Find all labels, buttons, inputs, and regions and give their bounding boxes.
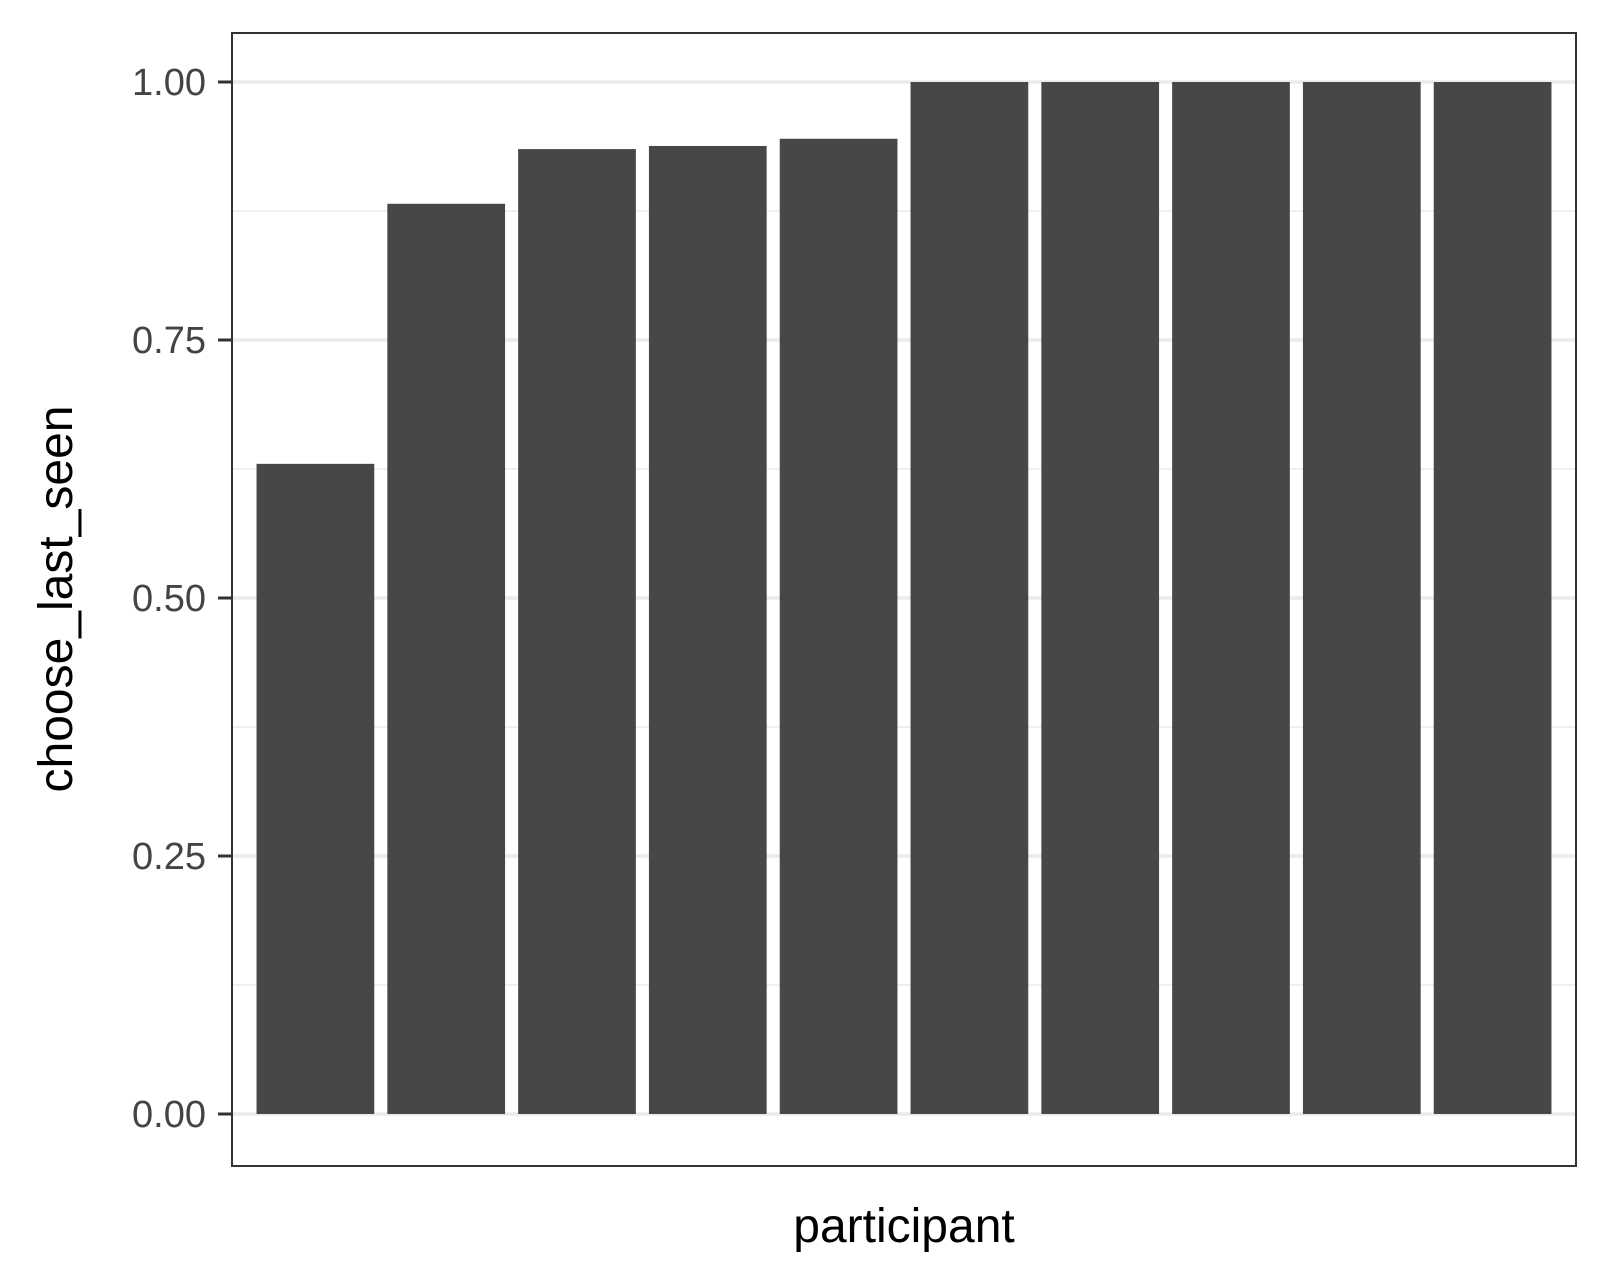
bar-6 bbox=[910, 82, 1029, 1114]
y-axis-title: choose_last_seen bbox=[30, 406, 83, 793]
bars-group bbox=[256, 82, 1552, 1115]
bar-8 bbox=[1172, 82, 1290, 1114]
y-tick-label-1: 0.25 bbox=[132, 836, 206, 878]
bar-9 bbox=[1302, 82, 1421, 1114]
bar-1 bbox=[256, 463, 375, 1115]
bar-4 bbox=[648, 145, 767, 1114]
x-axis-title: participant bbox=[793, 1200, 1014, 1253]
y-axis-ticks bbox=[218, 80, 232, 1116]
y-tick-label-0: 0.00 bbox=[132, 1094, 206, 1136]
bar-5 bbox=[779, 138, 898, 1114]
bar-7 bbox=[1041, 82, 1160, 1114]
y-tick-label-4: 1.00 bbox=[132, 62, 206, 104]
y-tick-label-3: 0.75 bbox=[132, 320, 206, 362]
bar-10 bbox=[1433, 82, 1552, 1114]
bar-2 bbox=[387, 203, 506, 1114]
y-tick-label-2: 0.50 bbox=[132, 578, 206, 620]
y-axis-tick-labels: 0.00 0.25 0.50 0.75 1.00 bbox=[132, 62, 206, 1136]
bar-3 bbox=[518, 149, 636, 1114]
